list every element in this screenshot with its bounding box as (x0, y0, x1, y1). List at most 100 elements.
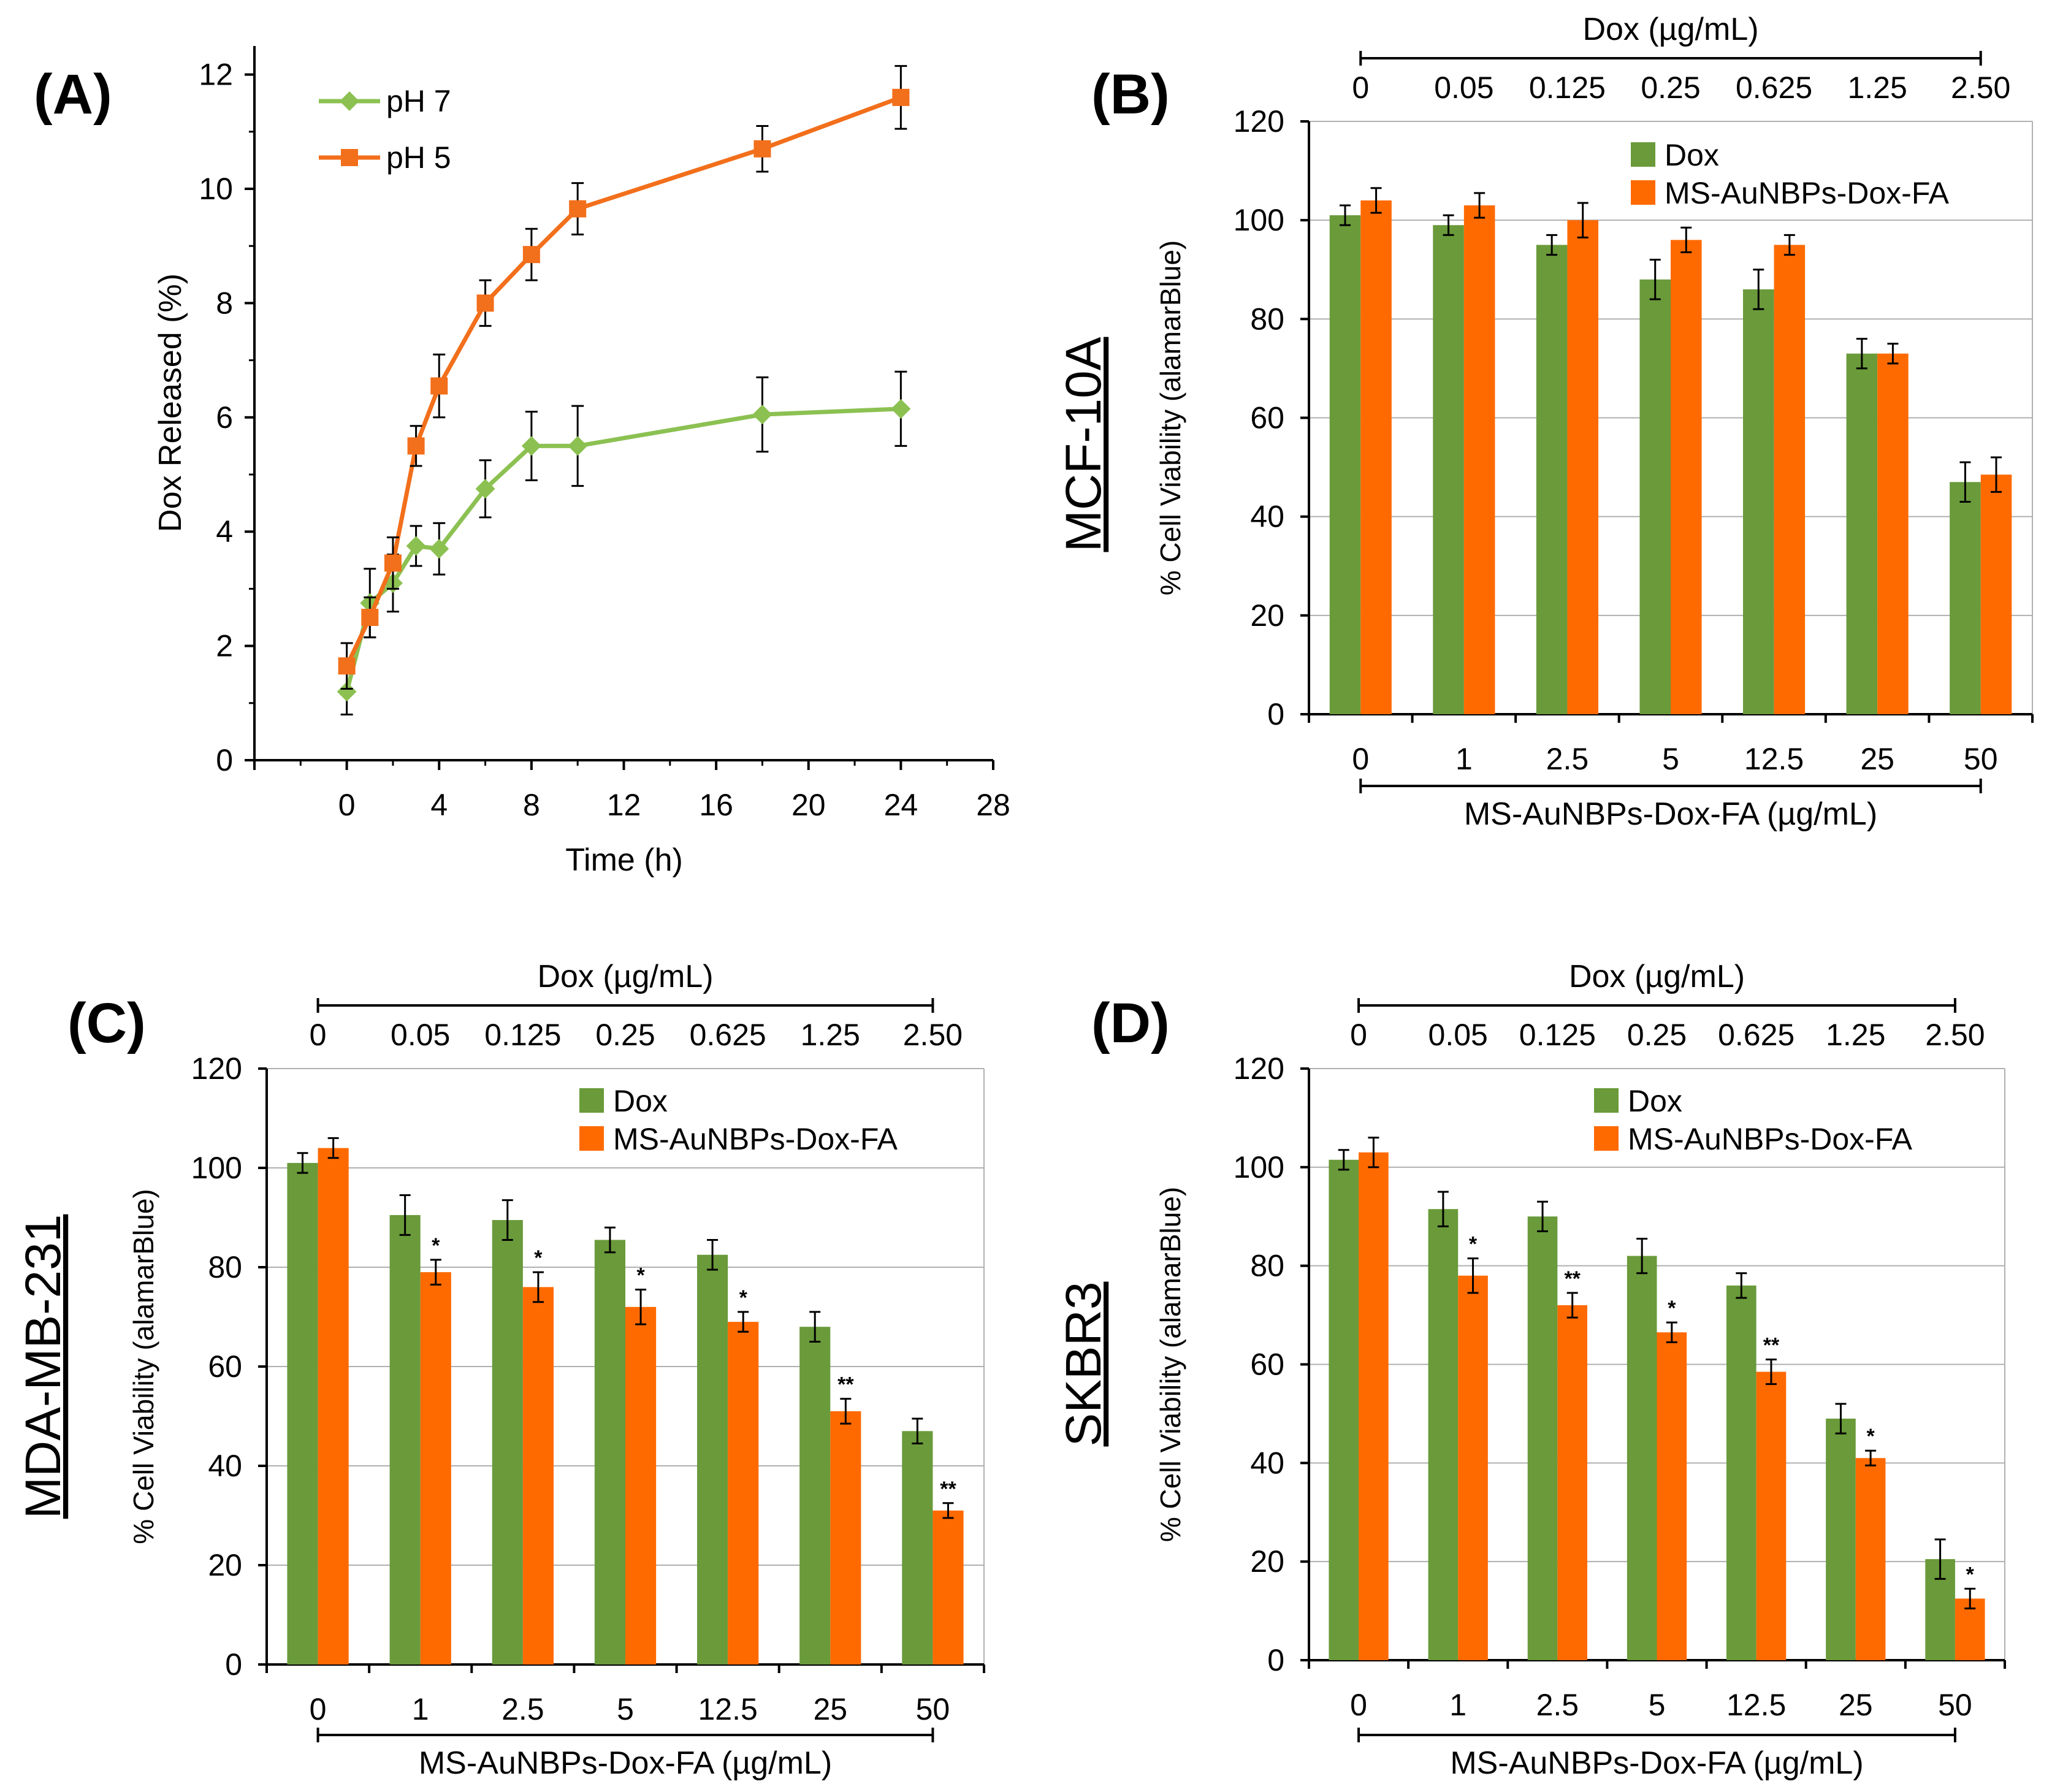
panel-d-bar-ms-aunbps (1458, 1275, 1488, 1660)
panel-c-bottom-axis-title: MS-AuNBPs-Dox-FA (µg/mL) (419, 1745, 832, 1781)
panel-b-y-tick-label: 120 (1234, 104, 1284, 139)
panel-b-x-tick-label: 50 (1964, 742, 1998, 776)
panel-a-point-ph7 (752, 405, 772, 425)
panel-c-legend-label-ms-aunbps: MS-AuNBPs-Dox-FA (613, 1122, 898, 1156)
panel-a-point-ph5 (476, 294, 494, 312)
panel-c-x-tick-label: 1 (412, 1692, 429, 1726)
panel-b-legend-label-ms-aunbps: MS-AuNBPs-Dox-FA (1665, 176, 1950, 210)
panel-c-bar-ms-aunbps (420, 1272, 451, 1664)
panel-b-y-tick-label: 40 (1250, 500, 1284, 534)
panel-a-y-axis-title: Dox Released (%) (153, 273, 188, 532)
panel-d-skbr3-chart: (D) SKBR3 % Cell Viability (alamarBlue) … (1056, 959, 2006, 1781)
panel-a-point-ph5 (430, 377, 448, 395)
panel-c-y-tick-label: 80 (208, 1250, 242, 1284)
panel-b-top-tick-label: 0.625 (1736, 71, 1812, 105)
panel-c-significance-mark: * (432, 1234, 440, 1257)
panel-b-y-tick-label: 100 (1234, 203, 1284, 237)
panel-c-bar-dox (594, 1240, 625, 1664)
panel-a-y-tick-label: 8 (216, 286, 233, 320)
panel-c-x-tick-label: 0 (310, 1692, 327, 1726)
panel-c-significance-mark: * (636, 1264, 645, 1287)
panel-b-y-tick-label: 80 (1250, 302, 1284, 336)
panel-a-y-tick-label: 0 (216, 743, 233, 777)
panel-d-y-tick-label: 0 (1267, 1643, 1284, 1677)
panel-a-x-tick-label: 28 (976, 788, 1010, 822)
panel-d-significance-mark: * (1469, 1233, 1478, 1256)
panel-a-line-ph7 (345, 406, 901, 693)
panel-d-bar-ms-aunbps (1557, 1305, 1587, 1660)
panel-b-bar-ms-aunbps (1671, 240, 1702, 714)
panel-c-x-tick-label: 25 (813, 1692, 847, 1726)
panel-b-bar-ms-aunbps (1980, 475, 2012, 714)
panel-a-point-ph7 (406, 536, 426, 556)
panel-c-bar-ms-aunbps (318, 1148, 349, 1664)
panel-b-legend-swatch-dox (1631, 142, 1655, 167)
panel-a-point-ph5 (384, 554, 402, 572)
panel-d-significance-mark: * (1966, 1563, 1975, 1586)
panel-b-bar-dox (1433, 225, 1464, 715)
panel-a-point-ph7 (475, 479, 495, 499)
panel-c-top-tick-label: 1.25 (801, 1018, 860, 1052)
panel-b-label: (B) (1091, 63, 1170, 126)
panel-d-significance-mark: * (1668, 1297, 1676, 1320)
panel-d-x-tick-label: 50 (1938, 1688, 1972, 1722)
panel-b-y-tick-label: 20 (1250, 598, 1284, 633)
panel-b-top-axis-title: Dox (µg/mL) (1582, 12, 1758, 47)
panel-c-significance-mark: ** (940, 1477, 956, 1501)
panel-d-legend-swatch-dox (1594, 1088, 1619, 1113)
panel-b-x-tick-label: 5 (1662, 742, 1679, 776)
panel-a-legend-label-ph5: pH 5 (386, 140, 451, 175)
panel-d-x-tick-label: 12.5 (1726, 1688, 1786, 1722)
panel-a-y-tick-label: 6 (216, 400, 233, 435)
panel-b-top-tick-label: 0 (1352, 71, 1369, 105)
panel-a-y-tick-label: 10 (199, 172, 233, 206)
panel-d-bar-dox (1627, 1256, 1657, 1660)
panel-c-significance-mark: * (534, 1246, 543, 1270)
panel-d-bar-dox (1329, 1159, 1359, 1660)
panel-d-cell-line-label: SKBR3 (1056, 1282, 1112, 1447)
panel-c-y-tick-label: 40 (208, 1449, 242, 1483)
panel-b-top-tick-label: 0.05 (1434, 71, 1493, 105)
panel-c-bar-ms-aunbps (933, 1510, 964, 1664)
panel-b-legend-swatch-ms-aunbps (1631, 180, 1655, 205)
panel-a-point-ph7 (337, 682, 357, 702)
panel-c-label: (C) (67, 992, 146, 1054)
panel-d-x-tick-label: 1 (1449, 1688, 1467, 1722)
panel-b-mcf10a-chart: (B) MCF-10A % Cell Viability (alamarBlue… (1056, 12, 2034, 832)
panel-d-y-tick-label: 80 (1250, 1249, 1284, 1283)
panel-c-x-tick-label: 5 (617, 1692, 634, 1726)
panel-c-y-tick-label: 60 (208, 1349, 242, 1384)
panel-c-bar-dox (799, 1327, 831, 1664)
panel-d-top-axis-title: Dox (µg/mL) (1569, 959, 1745, 994)
panel-d-legend-label-dox: Dox (1628, 1084, 1682, 1118)
panel-c-legend-label-dox: Dox (613, 1084, 668, 1118)
panel-b-top-tick-label: 0.125 (1529, 71, 1606, 105)
panel-a-legend-marker-ph5 (341, 149, 358, 166)
panel-b-cell-line-label: MCF-10A (1056, 337, 1112, 552)
panel-b-y-axis-title: % Cell Viability (alamarBlue) (1154, 240, 1186, 595)
panel-c-top-tick-label: 0.125 (484, 1018, 561, 1052)
panel-d-top-tick-label: 0.625 (1718, 1018, 1795, 1052)
panel-c-y-tick-label: 100 (191, 1151, 242, 1185)
panel-b-bar-dox (1329, 215, 1361, 714)
panel-a-point-ph7 (429, 539, 449, 559)
panel-d-bottom-axis-title: MS-AuNBPs-Dox-FA (µg/mL) (1450, 1745, 1863, 1781)
panel-a-label: (A) (34, 63, 112, 126)
panel-a-x-axis-title: Time (h) (565, 842, 683, 878)
panel-a-y-tick-label: 12 (199, 58, 233, 92)
panel-b-bar-dox (1536, 245, 1568, 714)
panel-c-y-tick-label: 20 (208, 1548, 242, 1582)
panel-c-mdamb231-chart: (C) MDA-MB-231 % Cell Viability (alamarB… (15, 959, 985, 1781)
panel-b-y-tick-label: 0 (1267, 697, 1284, 731)
panel-d-legend-swatch-ms-aunbps (1594, 1126, 1619, 1151)
panel-b-bar-ms-aunbps (1463, 205, 1495, 714)
panel-a-point-ph5 (892, 88, 910, 106)
panel-b-bottom-axis-title: MS-AuNBPs-Dox-FA (µg/mL) (1464, 796, 1877, 832)
panel-a-x-tick-label: 24 (884, 788, 918, 822)
panel-d-bar-dox (1527, 1216, 1558, 1660)
panel-c-top-tick-label: 0.625 (690, 1018, 766, 1052)
panel-d-top-tick-label: 0.05 (1428, 1018, 1488, 1052)
panel-d-label: (D) (1091, 992, 1170, 1054)
panel-d-legend-label-ms-aunbps: MS-AuNBPs-Dox-FA (1628, 1122, 1913, 1156)
panel-d-bar-dox (1428, 1209, 1459, 1660)
